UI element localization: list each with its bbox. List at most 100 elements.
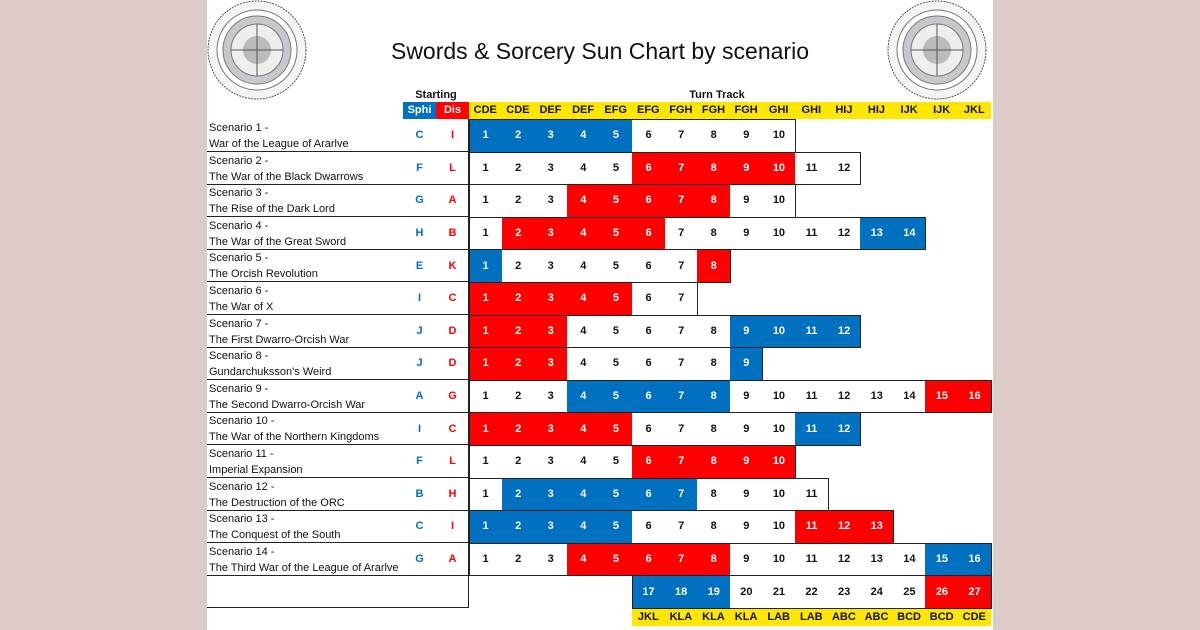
- turn-cell: 12: [827, 216, 861, 250]
- turn-cell: 5: [599, 445, 633, 478]
- turn-cell: 10: [762, 412, 796, 445]
- turn-cell: 1: [469, 151, 503, 185]
- scenario-label-box: [207, 151, 469, 185]
- turn-cell: 6: [632, 542, 666, 576]
- turn-cell: 2: [501, 510, 535, 543]
- sun-letters-bottom: LAB: [762, 609, 795, 626]
- scenario-label-box: [207, 216, 469, 250]
- turn-cell: 10: [762, 379, 796, 413]
- turn-cell: 9: [729, 445, 763, 478]
- turn-cell: 6: [632, 151, 666, 185]
- turn-cell: 4: [566, 347, 600, 380]
- turn-cell: 5: [599, 542, 633, 576]
- scenario-name: The War of the Great Sword: [209, 235, 347, 248]
- turn-cell: 7: [664, 542, 698, 576]
- sun-letters-bottom: CDE: [958, 609, 991, 626]
- turn-cell: 12: [827, 412, 861, 445]
- dis-header: Dis: [436, 102, 469, 119]
- turn-cell: 8: [697, 151, 731, 185]
- turn-cell: 9: [729, 314, 763, 348]
- turn-cell: 21: [762, 575, 796, 608]
- turn-cell: 11: [795, 412, 829, 445]
- starting-sphi: I: [417, 422, 422, 435]
- turn-cell: 1: [469, 119, 503, 152]
- turn-cell: 4: [566, 445, 600, 478]
- scenario-name: The War of X: [209, 301, 274, 313]
- sun-dial-left-icon: [207, 0, 307, 100]
- turn-cell: 8: [697, 477, 731, 511]
- scenario-name: The War of the Black Dwarrows: [209, 170, 364, 183]
- scenario-number: Scenario 12 -: [209, 480, 275, 493]
- scenario-number: Scenario 11 -: [209, 448, 274, 460]
- turn-cell: 5: [599, 477, 633, 511]
- turn-cell: 1: [469, 314, 503, 348]
- turn-cell: 26: [925, 575, 959, 608]
- turn-cell: 1: [469, 542, 503, 576]
- scenario-number: Scenario 13 -: [209, 513, 275, 526]
- turn-cell: 9: [729, 216, 763, 250]
- starting-dis: A: [448, 194, 457, 207]
- turn-cell: 6: [632, 119, 666, 152]
- starting-dis: I: [450, 520, 455, 533]
- turn-cell: 6: [632, 216, 666, 250]
- turn-cell: 3: [534, 314, 568, 348]
- sun-letters-top: DEF: [566, 102, 600, 119]
- turn-cell: 10: [762, 314, 796, 348]
- scenario-number: Scenario 8 -: [209, 350, 269, 363]
- sun-letters-top: GHI: [762, 102, 795, 119]
- scenario-name: Imperial Expansion: [209, 464, 303, 476]
- turn-cell: 8: [697, 216, 731, 250]
- turn-cell: 10: [762, 216, 796, 250]
- turn-cell: 11: [795, 510, 829, 543]
- scenario-number: Scenario 2 -: [209, 154, 269, 167]
- turn-cell: 3: [534, 347, 568, 380]
- turn-cell: 9: [729, 151, 763, 185]
- turn-cell: 22: [795, 575, 829, 608]
- turn-cell: 3: [534, 445, 568, 478]
- scenario-number: Scenario 10 -: [209, 415, 275, 428]
- turn-cell: 11: [795, 542, 829, 576]
- turn-cell: 4: [566, 249, 600, 282]
- turn-cell: 4: [566, 119, 600, 152]
- scenario-label-box: [207, 282, 469, 316]
- scenario-number: Scenario 1 -: [209, 122, 269, 134]
- turn-cell: 5: [599, 151, 633, 185]
- starting-sphi: C: [415, 520, 424, 533]
- turn-cell: 7: [664, 249, 698, 282]
- starting-sphi: I: [417, 292, 422, 305]
- turn-cell: 2: [501, 379, 535, 413]
- turn-cell: 5: [599, 347, 633, 380]
- chart-title: Swords & Sorcery Sun Chart by scenario: [390, 38, 809, 64]
- turn-cell: 16: [958, 542, 992, 576]
- sun-letters-top: JKL: [958, 102, 991, 119]
- turn-cell: 8: [697, 542, 731, 576]
- turn-cell: 3: [534, 184, 568, 217]
- turn-cell: 2: [501, 184, 535, 217]
- turn-cell: 3: [534, 379, 568, 413]
- starting-sphi: B: [415, 487, 424, 500]
- turn-cell: 25: [892, 575, 926, 608]
- starting-dis: G: [448, 390, 457, 403]
- turn-cell: 11: [795, 151, 829, 185]
- turn-cell: 10: [762, 119, 796, 152]
- scenario-number: Scenario 14 -: [209, 545, 275, 558]
- turn-cell: 7: [664, 184, 698, 217]
- turn-cell: 18: [664, 575, 698, 608]
- starting-dis: C: [448, 422, 457, 435]
- turn-cell: 15: [925, 542, 959, 576]
- turn-cell: 6: [632, 379, 666, 413]
- turn-cell: 1: [469, 379, 503, 413]
- starting-sphi: A: [415, 390, 424, 403]
- starting-sphi: G: [415, 553, 424, 566]
- turn-cell: 20: [729, 575, 763, 608]
- starting-dis: H: [448, 487, 457, 500]
- turn-cell: 10: [762, 184, 796, 217]
- page: Swords & Sorcery Sun Chart by scenario S…: [207, 0, 993, 630]
- turn-cell: 4: [566, 151, 600, 185]
- turn-cell: 1: [469, 477, 503, 511]
- scenario-number: Scenario 9 -: [209, 382, 269, 395]
- turn-cell: 2: [501, 282, 535, 315]
- scenario-name: Gundarchuksson's Weird: [209, 366, 332, 379]
- starting-dis: B: [448, 227, 457, 240]
- sun-letters-bottom: LAB: [795, 609, 828, 626]
